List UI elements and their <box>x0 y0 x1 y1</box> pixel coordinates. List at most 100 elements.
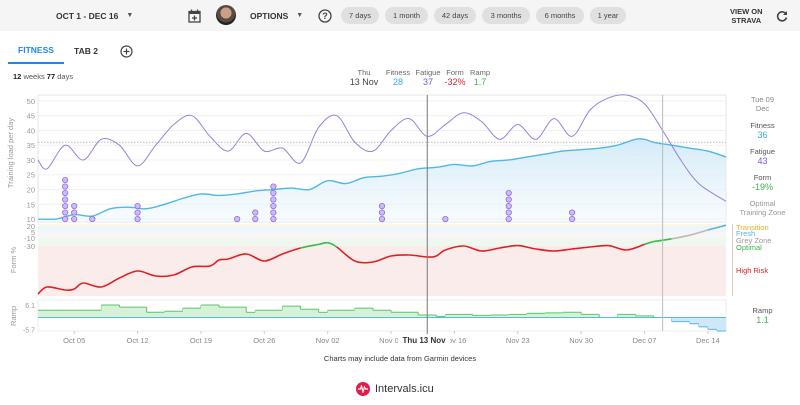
days-count: 77 <box>46 72 56 81</box>
form-line-segment <box>327 242 338 248</box>
activity-marker <box>71 215 78 223</box>
activity-marker <box>505 189 512 197</box>
x-tick-label: Nov 16 <box>443 336 467 345</box>
side-fatigue-value: 43 <box>757 156 768 166</box>
side-date: Tue 09 Dec <box>725 95 800 113</box>
ramp-bar-negative <box>689 317 699 324</box>
add-tab-button[interactable] <box>116 38 136 64</box>
form-line-segment <box>227 253 247 260</box>
ramp-y-tick-label: -5.7 <box>23 327 35 334</box>
form-line-segment <box>463 245 482 252</box>
x-tick-label: Dec 14 <box>696 336 720 345</box>
hover-axis-label-bg <box>398 334 450 346</box>
refresh-button[interactable] <box>776 0 788 31</box>
activity-marker <box>71 202 78 210</box>
ramp-bar-positive <box>219 307 247 318</box>
activity-marker <box>270 196 277 203</box>
form-line-segment <box>553 248 573 252</box>
form-y-tick-label: 5 <box>31 228 35 237</box>
ramp-bar-positive <box>617 314 636 318</box>
form-line-segment <box>282 247 301 255</box>
form-y-axis-label: Form % <box>9 247 18 274</box>
activity-marker <box>62 215 69 223</box>
y-tick-label: 35 <box>27 141 35 150</box>
ramp-bar-positive <box>38 310 75 318</box>
calendar-add-button[interactable] <box>188 0 201 31</box>
hover-ramp-label: Ramp <box>469 68 490 77</box>
y-tick-label: 40 <box>27 126 35 135</box>
activity-marker <box>569 209 576 216</box>
ramp-bar-positive <box>372 310 392 318</box>
ramp-bar-positive <box>581 314 600 318</box>
ramp-bar-positive <box>544 312 564 318</box>
load-y-axis-label: Training load per day <box>6 118 15 188</box>
side-fitness-label: Fitness <box>750 121 775 130</box>
form-line-segment <box>264 253 283 262</box>
form-zone-grey-zone <box>38 232 726 238</box>
ramp-bar-positive <box>182 308 201 318</box>
form-line-segment <box>427 255 437 258</box>
form-line-segment <box>191 265 211 268</box>
side-zone: Optimal Training Zone <box>725 199 800 217</box>
range-chip-6-months[interactable]: 6 months <box>536 7 584 24</box>
x-tick-label: Nov 09 <box>379 336 403 345</box>
x-tick-label: Oct 19 <box>190 336 212 345</box>
fitness-area <box>38 138 726 222</box>
side-zone-line1: Optimal <box>749 199 776 208</box>
range-chip-42-days[interactable]: 42 days <box>434 7 476 24</box>
y-tick-label: 45 <box>27 112 35 121</box>
form-line-segment <box>137 270 156 277</box>
form-line-segment <box>435 249 446 257</box>
y-tick-label: 30 <box>27 156 35 165</box>
zone-legend-bar <box>732 224 733 296</box>
ramp-y-tick-label: 6.1 <box>25 303 35 310</box>
ramp-bar-positive <box>327 310 355 318</box>
activity-marker <box>62 196 69 203</box>
fitness-line <box>37 138 727 221</box>
range-chip-7-days[interactable]: 7 days <box>341 7 379 24</box>
fatigue-line <box>37 94 727 202</box>
ramp-bar-positive <box>146 312 165 318</box>
ramp-bar-positive <box>255 310 283 318</box>
form-line-segment <box>707 224 727 231</box>
form-line-segment <box>46 286 66 291</box>
activity-marker <box>270 202 277 210</box>
range-chip-3-months[interactable]: 3 months <box>482 7 530 24</box>
form-zone-optimal <box>38 238 726 246</box>
tab-fitness[interactable]: FITNESS <box>8 38 64 64</box>
activity-marker <box>569 215 576 223</box>
ramp-bar-negative <box>671 317 690 322</box>
x-tick-label: Dec 07 <box>633 336 657 345</box>
y-tick-label: 15 <box>27 200 35 209</box>
form-line-segment <box>590 244 609 248</box>
help-button[interactable]: ? <box>318 0 332 31</box>
activity-marker <box>62 176 69 184</box>
days-label: days <box>57 72 74 81</box>
tab-2[interactable]: TAB 2 <box>74 46 98 56</box>
form-line-segment <box>336 246 356 262</box>
form-line-segment <box>644 240 654 246</box>
activity-marker <box>62 209 69 216</box>
ramp-bar-negative <box>716 317 726 331</box>
activity-marker <box>378 202 386 210</box>
intervals-brand[interactable]: Intervals.icu <box>356 382 434 396</box>
form-line-segment <box>653 238 672 243</box>
view-on-strava-button[interactable]: VIEW ON STRAVA <box>730 0 763 31</box>
ramp-bar-positive <box>354 308 373 318</box>
zone-transition: Transition <box>736 223 769 232</box>
range-chip-1-month[interactable]: 1 month <box>385 7 428 24</box>
ramp-bar-positive <box>300 309 319 318</box>
user-avatar[interactable] <box>216 5 236 25</box>
ramp-bar-positive <box>101 305 120 318</box>
ramp-bar-positive <box>246 312 256 318</box>
side-ramp-label: Ramp <box>752 306 773 315</box>
range-chip-1-year[interactable]: 1 year <box>590 7 626 24</box>
form-line-segment <box>300 243 319 249</box>
options-dropdown[interactable]: OPTIONS ▼ <box>250 0 303 31</box>
ramp-bar-positive <box>635 315 654 318</box>
x-tick-label: Oct 26 <box>253 336 275 345</box>
date-range-dropdown[interactable]: OCT 1 - DEC 16 ▼ <box>56 0 133 31</box>
hover-fitness-value: 28 <box>392 77 403 87</box>
activity-marker <box>252 209 259 216</box>
